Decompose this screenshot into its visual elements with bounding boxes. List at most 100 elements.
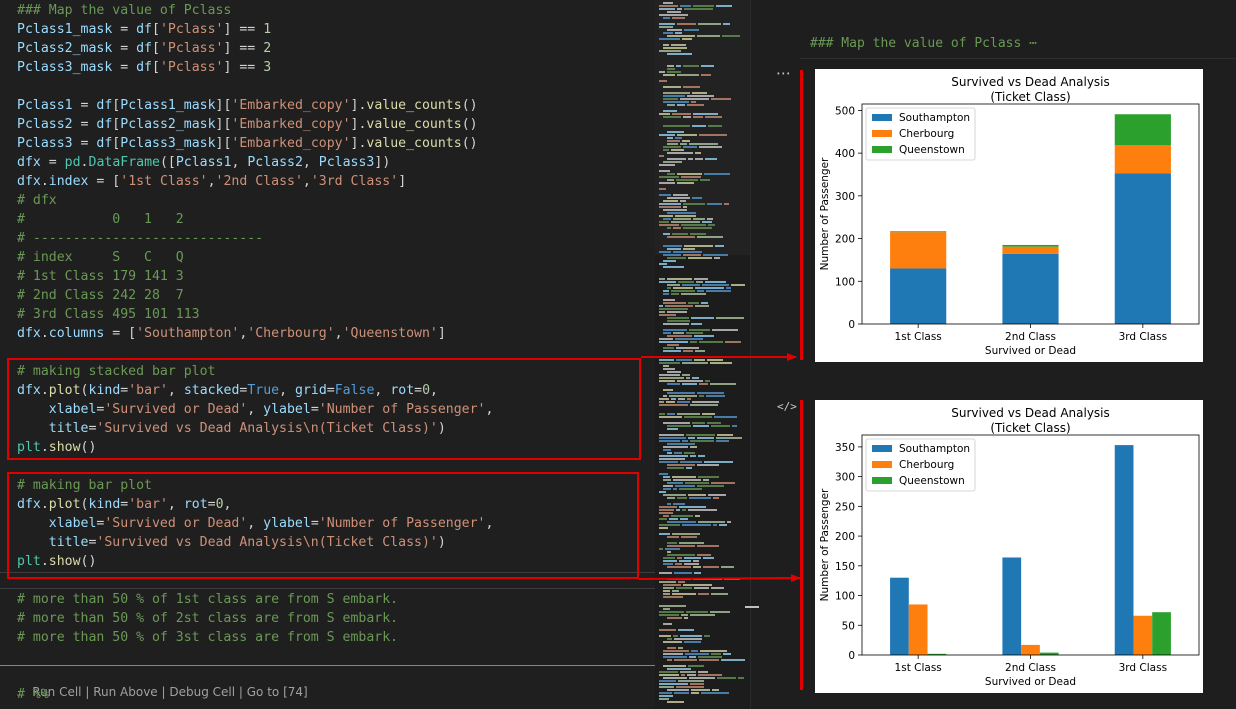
code-line[interactable]: # more than 50 % of 2st class are from S… xyxy=(17,609,398,628)
code-line[interactable]: dfx.plot(kind='bar', stacked=True, grid=… xyxy=(17,381,438,400)
code-line[interactable]: # 3rd Class 495 101 113 xyxy=(17,305,200,324)
minimap-line xyxy=(663,233,670,235)
debug-cell-link[interactable]: Debug Cell xyxy=(169,685,236,699)
minimap-line xyxy=(667,467,684,469)
code-line[interactable]: # 1st Class 179 141 3 xyxy=(17,267,184,286)
code-token: . xyxy=(40,497,49,512)
code-line[interactable]: xlabel='Survived or Dead', ylabel='Numbe… xyxy=(17,514,494,533)
minimap-line xyxy=(716,317,744,319)
minimap-line xyxy=(663,515,669,517)
minimap-line xyxy=(667,152,693,154)
minimap-line xyxy=(682,509,686,511)
minimap-line xyxy=(682,440,688,442)
code-token: # more than 50 % of 2st class are from S… xyxy=(17,611,399,626)
code-line[interactable]: plt.show() xyxy=(17,552,96,571)
minimap-line xyxy=(659,548,663,550)
minimap-line xyxy=(722,35,740,37)
minimap-line xyxy=(667,11,681,13)
code-token: 'Embarked_copy' xyxy=(231,136,351,151)
minimap-line xyxy=(667,617,682,619)
minimap-line xyxy=(677,413,700,415)
minimap-line xyxy=(708,224,715,226)
legend-label-southampton: Southampton xyxy=(899,443,970,455)
code-token: [ xyxy=(112,117,121,132)
minimap-line xyxy=(672,17,685,19)
minimap-line xyxy=(703,566,719,568)
vertical-scrollbar[interactable] xyxy=(750,0,761,709)
minimap-line xyxy=(659,518,667,520)
run-above-link[interactable]: Run Above xyxy=(93,685,158,699)
code-line[interactable]: dfx = pd.DataFrame([Pclass1, Pclass2, Pc… xyxy=(17,153,390,172)
code-line[interactable]: # making bar plot xyxy=(17,476,152,495)
minimap-line xyxy=(695,515,700,517)
code-toggle-icon[interactable]: </> xyxy=(777,400,797,413)
code-line[interactable]: # dfx xyxy=(17,191,57,210)
code-line[interactable]: Pclass1_mask = df['Pclass'] == 1 xyxy=(17,20,271,39)
code-line[interactable]: Pclass1 = df[Pclass1_mask]['Embarked_cop… xyxy=(17,96,478,115)
code-line[interactable]: Pclass2_mask = df['Pclass'] == 2 xyxy=(17,39,271,58)
code-line[interactable]: dfx.plot(kind='bar', rot=0, xyxy=(17,495,232,514)
minimap-line xyxy=(707,203,722,205)
minimap-line xyxy=(659,176,679,178)
chart-title: Survived vs Dead Analysis xyxy=(951,75,1110,89)
more-actions-icon[interactable]: ⋯ xyxy=(776,64,792,82)
minimap[interactable] xyxy=(655,0,750,709)
minimap-line xyxy=(710,362,732,364)
code-line[interactable]: title='Survived vs Dead Analysis\n(Ticke… xyxy=(17,419,446,438)
code-line[interactable]: dfx.columns = ['Southampton','Cherbourg'… xyxy=(17,324,446,343)
output-divider xyxy=(800,58,1236,59)
code-line[interactable]: xlabel='Survived or Dead', ylabel='Numbe… xyxy=(17,400,494,419)
code-line[interactable]: dfx.index = ['1st Class','2nd Class','3r… xyxy=(17,172,406,191)
minimap-line xyxy=(677,182,694,184)
code-line[interactable]: # ----------------------------- xyxy=(17,229,263,248)
output-cell-header: ### Map the value of Pclass ⋯ xyxy=(810,36,1037,51)
minimap-line xyxy=(704,173,730,175)
minimap-line xyxy=(663,656,687,658)
x-axis-label: Survived or Dead xyxy=(985,345,1076,357)
code-line[interactable]: plt.show() xyxy=(17,438,96,457)
code-line[interactable]: # more than 50 % of 3st class are from S… xyxy=(17,628,398,647)
code-token: ( xyxy=(80,383,89,398)
run-cell-link[interactable]: Run Cell xyxy=(32,685,82,699)
minimap-line xyxy=(699,659,719,661)
code-token: # making bar plot xyxy=(17,478,152,493)
code-line[interactable]: title='Survived vs Dead Analysis\n(Ticke… xyxy=(17,533,446,552)
minimap-line xyxy=(659,455,688,457)
code-token: kind xyxy=(88,497,121,512)
minimap-line xyxy=(714,416,737,418)
code-token: dfx xyxy=(17,326,41,341)
minimap-line xyxy=(667,497,675,499)
code-line[interactable]: # 2nd Class 242 28 7 xyxy=(17,286,184,305)
code-token: # ----------------------------- xyxy=(17,231,264,246)
code-line[interactable]: # more than 50 % of 1st class are from S… xyxy=(17,590,398,609)
go-to-link[interactable]: Go to [74] xyxy=(246,685,308,699)
code-token: , xyxy=(231,155,248,170)
minimap-line xyxy=(692,125,706,127)
cell-marker-line[interactable]: # %% xyxy=(17,687,49,702)
code-token: plot xyxy=(48,497,81,512)
minimap-line xyxy=(659,374,680,376)
code-line[interactable]: Pclass3 = df[Pclass3_mask]['Embarked_cop… xyxy=(17,134,478,153)
scrollbar-thumb[interactable] xyxy=(745,606,759,608)
code-token: . xyxy=(40,383,49,398)
code-line[interactable]: # index S C Q xyxy=(17,248,184,267)
minimap-line xyxy=(667,335,692,337)
code-line[interactable]: # making stacked bar plot xyxy=(17,362,216,381)
code-line[interactable]: ### Map the value of Pclass xyxy=(17,1,231,20)
minimap-line xyxy=(680,518,688,520)
minimap-line xyxy=(672,593,696,595)
minimap-line xyxy=(673,227,681,229)
minimap-line xyxy=(667,344,679,346)
code-editor[interactable]: ### Map the value of Pclass Pclass1_mask … xyxy=(0,0,655,709)
code-line[interactable]: Pclass3_mask = df['Pclass'] == 3 xyxy=(17,58,271,77)
code-token: ]) xyxy=(374,155,391,170)
minimap-line xyxy=(707,422,721,424)
minimap-line xyxy=(673,287,693,289)
code-line[interactable]: # 0 1 2 xyxy=(17,210,184,229)
y-tick-label: 350 xyxy=(835,442,855,454)
code-line[interactable]: Pclass2 = df[Pclass2_mask]['Embarked_cop… xyxy=(17,115,478,134)
minimap-line xyxy=(663,299,675,301)
minimap-line xyxy=(663,677,687,679)
minimap-line xyxy=(677,401,690,403)
minimap-line xyxy=(667,212,696,214)
